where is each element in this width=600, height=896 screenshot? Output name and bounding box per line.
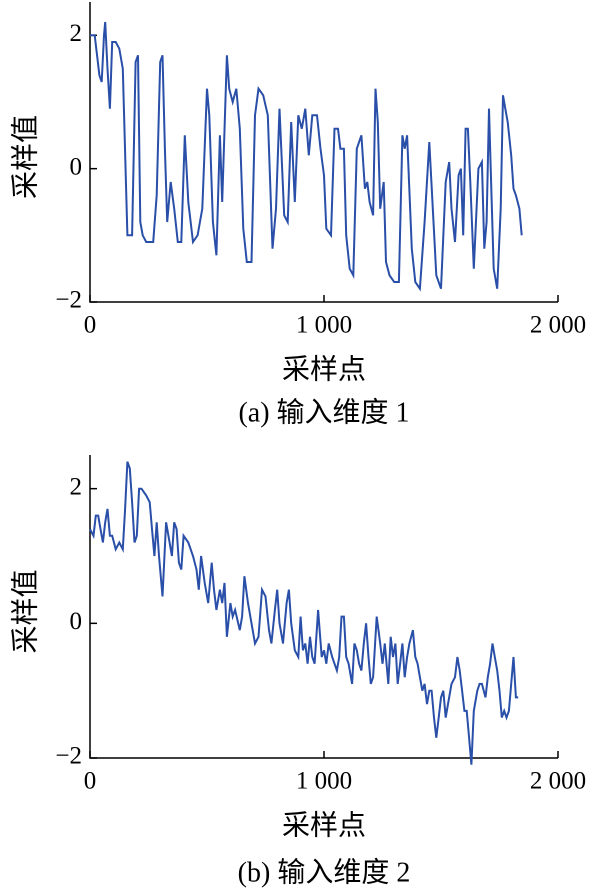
- x-tick-label: 1 000: [296, 312, 352, 339]
- y-tick-label: 2: [70, 20, 83, 47]
- x-tick-label: 0: [84, 768, 97, 795]
- caption: (a) 输入维度 1: [238, 396, 409, 428]
- y-axis-label: 采样值: [9, 115, 41, 199]
- x-axis-label: 采样点: [282, 353, 366, 385]
- x-tick-label: 1 000: [296, 768, 352, 795]
- y-tick-label: −2: [55, 287, 82, 314]
- axes: [89, 455, 558, 759]
- data-line: [89, 461, 519, 765]
- data-line: [90, 21, 523, 292]
- y-tick-label: 0: [70, 153, 83, 180]
- x-tick-label: 2 000: [530, 768, 586, 795]
- caption: (b) 输入维度 2: [238, 856, 411, 888]
- y-tick-label: 0: [70, 608, 83, 635]
- y-axis-label: 采样值: [9, 569, 41, 653]
- y-tick-label: −2: [55, 743, 82, 770]
- y-tick-label: 2: [70, 473, 83, 500]
- x-tick-label: 0: [84, 312, 97, 339]
- x-tick-label: 2 000: [530, 312, 586, 339]
- x-axis-label: 采样点: [282, 809, 366, 841]
